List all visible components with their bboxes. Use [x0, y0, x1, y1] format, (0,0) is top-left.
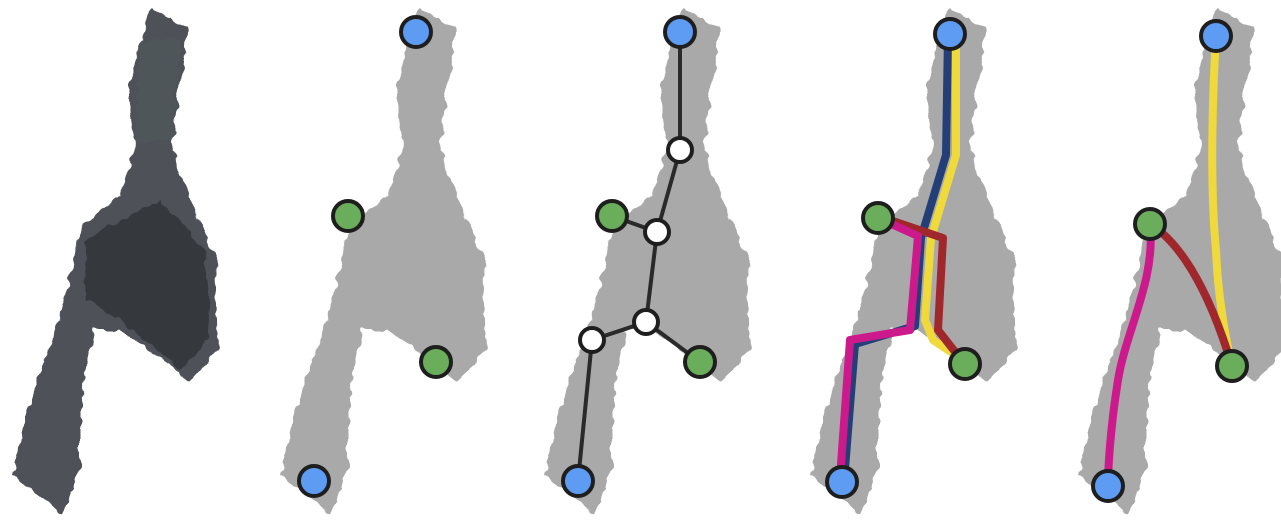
gray-shape: [1078, 8, 1281, 515]
endpoint-node-left: [331, 199, 365, 233]
junction-node: [578, 326, 606, 354]
endpoint-node-right: [1215, 349, 1249, 383]
endpoint-node-top: [399, 15, 433, 49]
gray-shape: [280, 8, 486, 515]
endpoint-node-bottom: [561, 464, 595, 498]
gray-shape: [544, 8, 750, 515]
endpoint-node-top: [1199, 19, 1233, 53]
junction-node: [643, 218, 671, 246]
path-darkred: [874, 212, 967, 366]
skeleton-paths-panel: [810, 8, 1016, 515]
endpoint-node-top: [933, 17, 967, 51]
endpoint-node-left: [861, 201, 895, 235]
endpoint-node-right: [948, 347, 982, 381]
input-shape-panel: [12, 8, 218, 515]
endpoint-node-left: [1133, 207, 1167, 241]
path-yellow: [921, 30, 970, 366]
endpoint-node-top: [663, 15, 697, 49]
endpoint-node-bottom: [297, 464, 331, 498]
junction-node: [666, 136, 694, 164]
endpoints-panel: [280, 8, 486, 515]
path-magenta: [1104, 220, 1155, 490]
endpoint-node-left: [595, 199, 629, 233]
skeleton-edge: [644, 230, 659, 324]
endpoint-node-bottom: [825, 465, 859, 499]
skeleton-graph-panel: [544, 8, 750, 515]
endpoint-node-right: [683, 345, 717, 379]
skeleton-edge: [576, 338, 594, 483]
endpoint-node-bottom: [1091, 469, 1125, 503]
smoothed-paths-panel: [1078, 8, 1281, 515]
skeleton-edge: [655, 148, 682, 234]
junction-node: [632, 308, 660, 336]
endpoint-node-right: [419, 345, 453, 379]
path-magenta: [836, 214, 922, 482]
